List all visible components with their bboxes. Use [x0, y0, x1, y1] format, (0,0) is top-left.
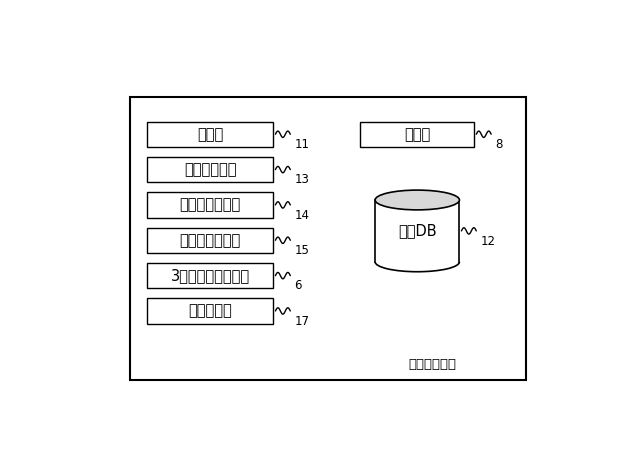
Bar	[375, 200, 460, 262]
Text: 12: 12	[480, 235, 495, 248]
Bar	[360, 122, 474, 147]
Bar	[147, 263, 273, 288]
Text: 8: 8	[495, 138, 502, 151]
Text: 3次元データ生成部: 3次元データ生成部	[171, 268, 250, 283]
Bar	[147, 192, 273, 218]
Text: 特徴点抽出部: 特徴点抽出部	[184, 162, 236, 177]
Bar	[147, 157, 273, 182]
Text: 17: 17	[294, 315, 309, 328]
Ellipse shape	[375, 190, 460, 210]
Bar	[147, 298, 273, 324]
Text: 14: 14	[294, 209, 309, 222]
Bar	[147, 228, 273, 253]
Text: 映像生成部: 映像生成部	[188, 303, 232, 319]
Text: 13: 13	[294, 174, 309, 186]
Text: 表示部: 表示部	[404, 127, 431, 142]
Text: 11: 11	[294, 138, 309, 151]
Text: 6: 6	[294, 280, 302, 292]
Text: 15: 15	[294, 244, 309, 257]
Text: 差分情報生成部: 差分情報生成部	[180, 233, 241, 248]
Text: 撮影部: 撮影部	[197, 127, 223, 142]
Bar	[129, 97, 526, 380]
Bar	[147, 122, 273, 147]
Text: 映像DB: 映像DB	[398, 224, 436, 238]
Text: 動作表示装置: 動作表示装置	[408, 358, 456, 371]
Text: 動作情報生成部: 動作情報生成部	[180, 197, 241, 213]
